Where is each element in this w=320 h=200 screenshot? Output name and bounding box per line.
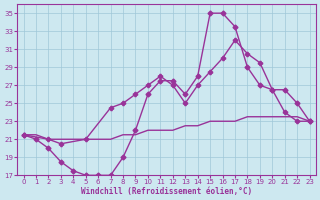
X-axis label: Windchill (Refroidissement éolien,°C): Windchill (Refroidissement éolien,°C) <box>81 187 252 196</box>
